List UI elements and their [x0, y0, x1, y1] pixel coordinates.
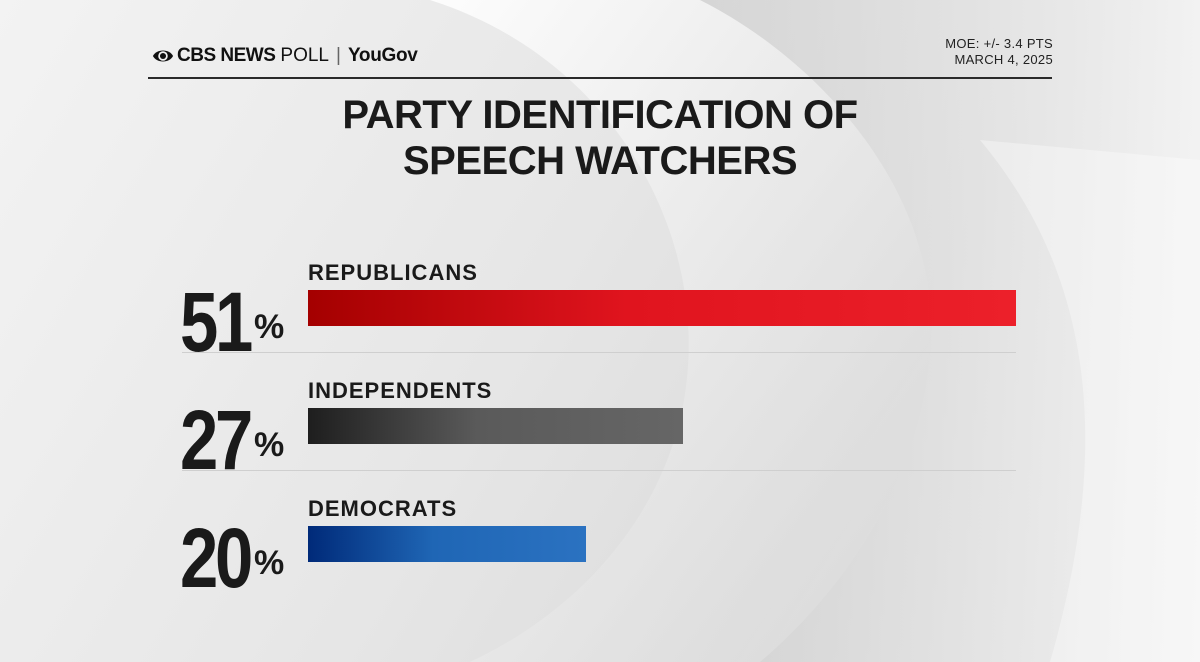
bar-row-democrats: 20% DEMOCRATS — [0, 496, 1200, 616]
bar-row-independents: 27% INDEPENDENTS — [0, 378, 1200, 498]
cbs-eye-icon — [152, 50, 174, 62]
row-divider — [182, 352, 1016, 353]
percent-sign: % — [254, 426, 285, 464]
header-rule — [148, 77, 1052, 79]
percent-sign: % — [254, 308, 285, 346]
bar-independents — [308, 408, 683, 444]
category-label: DEMOCRATS — [308, 496, 458, 521]
row-divider — [182, 470, 1016, 471]
brand-poll: POLL — [280, 45, 329, 66]
category-label: REPUBLICANS — [308, 260, 478, 285]
category-label: INDEPENDENTS — [308, 378, 493, 403]
bar-democrats — [308, 526, 586, 562]
brand-cbs-news: CBS NEWS — [177, 45, 276, 66]
chart-title-line-1: PARTY IDENTIFICATION OF — [342, 93, 858, 137]
value-label: 20 — [180, 511, 253, 605]
percent-sign: % — [254, 544, 285, 582]
bar-row-republicans: 51% REPUBLICANS — [0, 260, 1200, 380]
brand-separator: | — [336, 45, 341, 66]
chart-title: PARTY IDENTIFICATION OF SPEECH WATCHERS — [0, 92, 1200, 184]
brand-yougov: YouGov — [347, 45, 418, 66]
bar-republicans — [308, 290, 1016, 326]
poll-date: MARCH 4, 2025 — [954, 52, 1053, 67]
margin-of-error: MOE: +/- 3.4 PTS — [945, 36, 1053, 51]
poll-meta: MOE: +/- 3.4 PTS MARCH 4, 2025 — [945, 36, 1053, 68]
value-label: 27 — [180, 393, 253, 487]
chart-title-line-2: SPEECH WATCHERS — [402, 139, 798, 183]
brand-logo: CBS NEWS POLL | YouGov — [152, 44, 418, 68]
value-label: 51 — [180, 275, 253, 369]
